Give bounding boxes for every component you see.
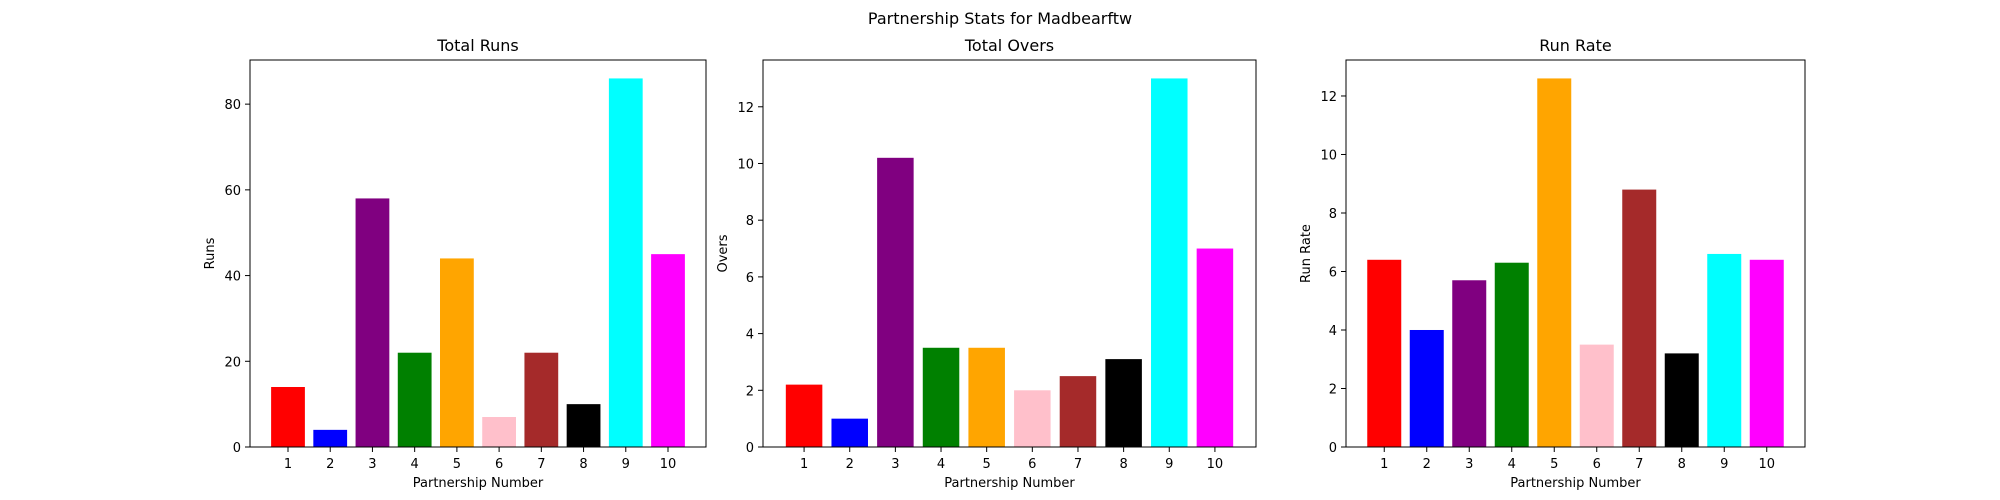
x-tick-label: 5 bbox=[1550, 457, 1558, 472]
x-axis-label: Partnership Number bbox=[1510, 476, 1641, 491]
bar-3-2 bbox=[1409, 329, 1444, 447]
bar-3-4 bbox=[1494, 262, 1529, 447]
bar-2-4 bbox=[922, 347, 960, 447]
x-tick-label: 2 bbox=[1423, 457, 1431, 472]
bar-3-7 bbox=[1622, 189, 1657, 447]
bar-1-3 bbox=[355, 198, 390, 447]
x-tick-label: 2 bbox=[326, 457, 334, 472]
axes-frame bbox=[249, 59, 707, 448]
bar-3-10 bbox=[1749, 259, 1784, 447]
x-tick-label: 2 bbox=[846, 457, 854, 472]
bar-2-8 bbox=[1105, 359, 1142, 447]
y-tick-label: 0 bbox=[233, 441, 241, 456]
y-tick-label: 6 bbox=[746, 271, 754, 286]
x-axis-label: Partnership Number bbox=[413, 476, 544, 491]
bar-1-6 bbox=[482, 417, 516, 447]
y-tick-label: 8 bbox=[1329, 207, 1337, 222]
y-tick-label: 8 bbox=[746, 214, 754, 229]
bar-2-10 bbox=[1196, 248, 1234, 447]
bar-3-3 bbox=[1452, 280, 1487, 447]
x-tick-label: 10 bbox=[660, 457, 677, 472]
y-tick-label: 80 bbox=[224, 98, 241, 113]
bar-2-7 bbox=[1059, 376, 1097, 447]
bar-1-2 bbox=[313, 429, 348, 447]
bar-3-9 bbox=[1707, 253, 1742, 447]
x-tick-label: 7 bbox=[1074, 457, 1082, 472]
bar-2-9 bbox=[1151, 78, 1188, 448]
x-tick-label: 5 bbox=[983, 457, 991, 472]
y-tick-label: 20 bbox=[224, 355, 241, 370]
y-tick-label: 2 bbox=[746, 384, 754, 399]
y-tick-label: 0 bbox=[746, 441, 754, 456]
x-tick-label: 4 bbox=[937, 457, 945, 472]
bar-2-5 bbox=[968, 347, 1005, 447]
bar-3-5 bbox=[1537, 78, 1572, 448]
x-tick-label: 6 bbox=[1028, 457, 1036, 472]
y-axis-label: Runs bbox=[203, 237, 218, 269]
bar-1-1 bbox=[271, 387, 305, 447]
y-tick-label: 40 bbox=[224, 270, 241, 285]
y-tick-label: 6 bbox=[1329, 265, 1337, 280]
x-tick-label: 1 bbox=[1380, 457, 1388, 472]
bar-1-7 bbox=[524, 352, 559, 447]
x-tick-label: 4 bbox=[411, 457, 419, 472]
figure-suptitle: Partnership Stats for Madbearftw bbox=[868, 9, 1132, 28]
bar-3-6 bbox=[1579, 344, 1614, 447]
x-tick-label: 6 bbox=[495, 457, 503, 472]
y-tick-label: 12 bbox=[1320, 90, 1337, 105]
bar-3-8 bbox=[1664, 353, 1699, 447]
bar-2-6 bbox=[1014, 390, 1051, 447]
y-tick-label: 12 bbox=[737, 101, 754, 116]
bar-2-3 bbox=[877, 157, 914, 447]
x-tick-label: 5 bbox=[453, 457, 461, 472]
y-tick-label: 2 bbox=[1329, 382, 1337, 397]
x-tick-label: 9 bbox=[1165, 457, 1173, 472]
x-tick-label: 1 bbox=[284, 457, 292, 472]
x-tick-label: 10 bbox=[1207, 457, 1224, 472]
bar-1-9 bbox=[608, 78, 643, 448]
chart-title: Run Rate bbox=[1539, 36, 1611, 55]
y-tick-label: 0 bbox=[1329, 441, 1337, 456]
x-tick-label: 3 bbox=[1465, 457, 1473, 472]
x-tick-label: 8 bbox=[579, 457, 587, 472]
x-tick-label: 7 bbox=[537, 457, 545, 472]
chart-title: Total Runs bbox=[436, 36, 518, 55]
x-tick-label: 9 bbox=[622, 457, 630, 472]
axes-frame bbox=[1345, 59, 1806, 448]
x-tick-label: 3 bbox=[891, 457, 899, 472]
chart-title: Total Overs bbox=[964, 36, 1054, 55]
y-tick-label: 10 bbox=[1320, 148, 1337, 163]
y-tick-label: 4 bbox=[1329, 324, 1337, 339]
y-tick-label: 10 bbox=[737, 157, 754, 172]
x-tick-label: 8 bbox=[1678, 457, 1686, 472]
x-tick-label: 4 bbox=[1508, 457, 1516, 472]
x-tick-label: 8 bbox=[1119, 457, 1127, 472]
x-tick-label: 3 bbox=[368, 457, 376, 472]
bar-1-5 bbox=[440, 258, 474, 447]
chart-panel-1: 1 2 3 4 5 6 7 8 9 10 0 20 40 60 80 Total Runs Partnershi… bbox=[203, 36, 707, 491]
y-axis-label: Run Rate bbox=[1299, 224, 1314, 283]
y-tick-label: 4 bbox=[746, 328, 754, 343]
x-tick-label: 9 bbox=[1720, 457, 1728, 472]
y-tick-label: 60 bbox=[224, 184, 241, 199]
x-tick-label: 6 bbox=[1593, 457, 1601, 472]
y-axis-label: Overs bbox=[716, 234, 731, 272]
bar-3-1 bbox=[1367, 259, 1402, 447]
x-tick-label: 1 bbox=[800, 457, 808, 472]
axes-frame bbox=[762, 59, 1257, 448]
bar-2-1 bbox=[785, 384, 823, 447]
bar-1-8 bbox=[566, 404, 601, 447]
x-tick-label: 7 bbox=[1635, 457, 1643, 472]
bar-1-10 bbox=[651, 254, 685, 447]
bar-1-4 bbox=[397, 352, 432, 447]
x-axis-label: Partnership Number bbox=[944, 476, 1075, 491]
x-tick-label: 10 bbox=[1758, 457, 1775, 472]
bar-2-2 bbox=[831, 418, 868, 447]
